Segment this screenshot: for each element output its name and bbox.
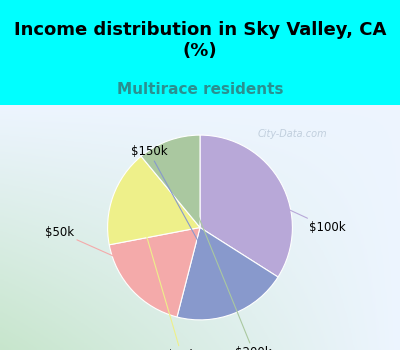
- Wedge shape: [200, 135, 292, 277]
- Text: Income distribution in Sky Valley, CA
(%): Income distribution in Sky Valley, CA (%…: [14, 21, 386, 60]
- Wedge shape: [177, 228, 278, 320]
- Text: $100k: $100k: [258, 195, 346, 234]
- Wedge shape: [108, 156, 200, 245]
- Text: $150k: $150k: [131, 145, 224, 289]
- Text: $50k: $50k: [45, 226, 152, 273]
- Wedge shape: [141, 135, 200, 228]
- Text: $75k: $75k: [138, 205, 196, 350]
- Text: Multirace residents: Multirace residents: [117, 82, 283, 97]
- Text: City-Data.com: City-Data.com: [257, 130, 327, 139]
- Text: $200k: $200k: [178, 165, 272, 350]
- Wedge shape: [109, 228, 200, 317]
